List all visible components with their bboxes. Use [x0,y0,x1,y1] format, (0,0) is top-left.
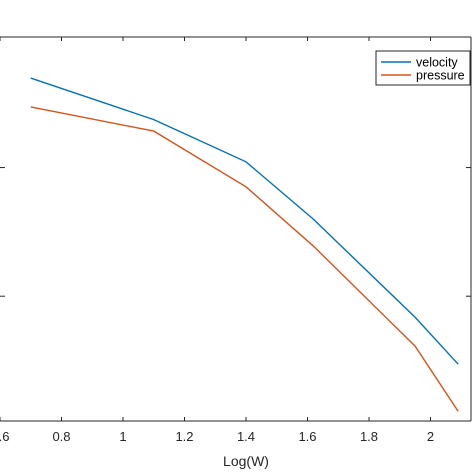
x-tick-label: 2 [427,429,434,444]
x-axis-title: Log(W) [223,453,269,469]
x-tick-label: .6 [0,429,9,444]
series-line-pressure [30,106,459,412]
x-tick-label: 0.8 [52,429,70,444]
x-tick-label: 1.8 [360,429,378,444]
x-tick-label: 1.2 [175,429,193,444]
series-lines [30,77,459,412]
y-axis-ticks [0,167,471,297]
axes-frame [0,36,472,422]
x-tick-label: 1.4 [237,429,255,444]
legend-box [375,50,471,86]
x-tick-label: 1.6 [298,429,316,444]
x-tick-label: 1 [119,429,126,444]
legend-label-velocity: velocity [416,56,458,70]
series-line-velocity [30,77,459,365]
x-axis-ticks: .6 0.8 1 1.2 1.4 1.6 1.8 2 [0,37,434,444]
legend-label-pressure: pressure [416,69,465,83]
